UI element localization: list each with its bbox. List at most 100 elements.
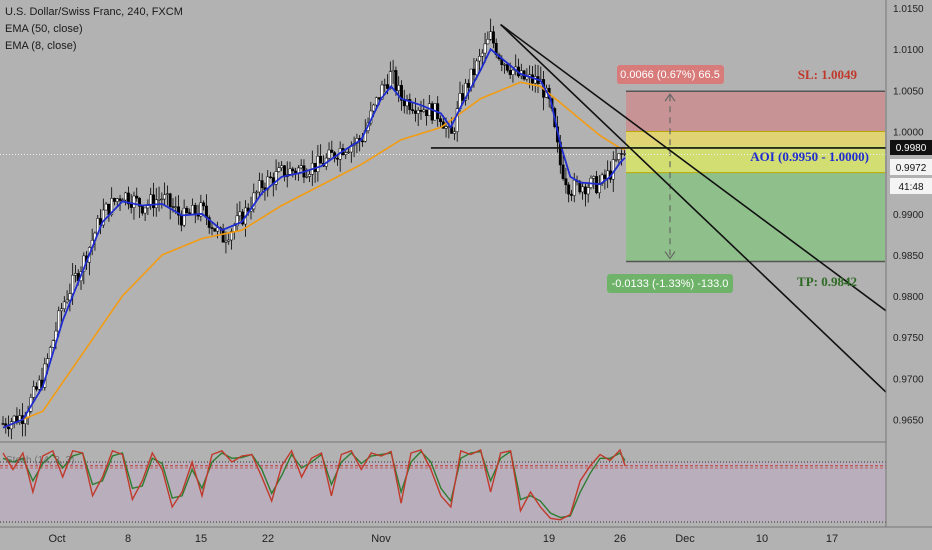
candle-body [207,217,211,228]
candle-body [269,176,272,178]
countdown-flag-bg [890,178,932,194]
candle-body [586,187,590,195]
price-tick-label: 1.0050 [893,86,924,97]
candle-body [74,273,77,276]
candle-body [327,149,331,159]
candle-body [405,99,409,107]
candle-body [68,293,72,301]
candle-body [486,39,490,45]
candle-body [274,171,278,185]
candle-body [191,205,194,215]
candle-body [402,100,406,107]
risk-label-text: 0.0066 (0.67%) 66.5 [620,69,720,81]
candle-body [397,85,401,91]
candle-body [592,176,596,179]
candle-body [32,386,36,398]
candle-body [372,104,376,112]
price-tick-label: 1.0000 [893,128,924,139]
time-tick-label: 10 [756,533,768,545]
candle-body [567,184,571,195]
candle-body [277,167,281,172]
candle-body [60,308,63,312]
candle-body [316,155,320,173]
time-tick-label: 19 [543,533,555,545]
trendlines[interactable] [430,23,932,437]
candle-body [603,174,607,180]
aoi-zone [625,131,885,173]
ema50-series [2,81,626,429]
candle-body [185,207,189,213]
candle-body [416,109,420,114]
time-axis-ticks: Oct 8 15 22 Nov 19 26 Dec 10 17 [48,533,838,545]
candle-body [126,192,130,205]
price-tick-label: 1.0100 [893,45,924,56]
candle-body [1,423,5,425]
candle-body [480,52,484,57]
level-price-flag-bg [890,140,932,155]
candle-body [62,301,66,310]
price-tick-label: 0.9900 [893,210,924,221]
candle-body [71,274,75,294]
trendline-1 [500,23,932,437]
candle-body [570,193,573,196]
candle-body [266,176,270,191]
candle-body [255,191,259,194]
candle-body [344,152,348,155]
stoch-legend[interactable]: Stoch (14, 3, 3) [6,455,75,466]
price-tick-label: 0.9700 [893,374,924,385]
candle-body [51,340,55,348]
symbol-title[interactable]: U.S. Dollar/Swiss Franc, 240, FXCM [5,6,183,18]
candle-body [168,193,172,207]
candle-body [335,157,339,160]
aoi-label: AOI (0.9950 - 1.0000) [750,149,869,164]
candle-body [319,155,323,164]
candle-body [165,193,169,195]
candle-body [138,197,141,207]
candle-body [179,214,183,226]
price-tick-label: 0.9800 [893,292,924,303]
candle-body [235,215,239,227]
ema8-series [2,47,626,429]
price-axis[interactable] [886,0,932,527]
candle-body [171,206,175,208]
measure-arrow-head-top [664,93,676,102]
candle-body [115,198,119,202]
time-tick-label: Nov [371,533,391,545]
time-tick-label: 15 [195,533,207,545]
candle-body [224,240,228,243]
candle-body [177,206,181,216]
ema50-legend[interactable]: EMA (50, close) [5,23,83,35]
candle-body [452,131,456,134]
candle-body [478,56,481,62]
time-tick-label: 17 [826,533,838,545]
price-tick-label: 0.9750 [893,333,924,344]
candle-body [18,415,22,423]
candle-body [411,109,415,112]
candle-body [425,109,429,117]
candle-body [511,69,515,75]
candle-body [182,207,186,226]
time-tick-label: Dec [675,533,695,545]
candle-body [230,231,233,241]
candle-body [65,299,69,303]
ema8-legend[interactable]: EMA (8, close) [5,40,77,52]
candle-body [143,207,147,214]
candle-body [152,194,155,209]
time-tick-label: Oct [48,533,65,545]
candle-body [163,194,167,200]
price-tick-label: 0.9650 [893,415,924,426]
candle-body [308,174,311,177]
chart-legend: U.S. Dollar/Swiss Franc, 240, FXCM EMA (… [5,4,183,55]
candle-body [380,84,384,100]
candle-body [174,206,178,208]
stoch-k-series [2,448,626,521]
candle-body [413,110,417,114]
candle-body [157,199,161,201]
candle-body [472,68,476,76]
candle-body [611,159,615,180]
candle-body [132,195,136,208]
candle-body [160,198,164,201]
candle-body [140,206,144,214]
